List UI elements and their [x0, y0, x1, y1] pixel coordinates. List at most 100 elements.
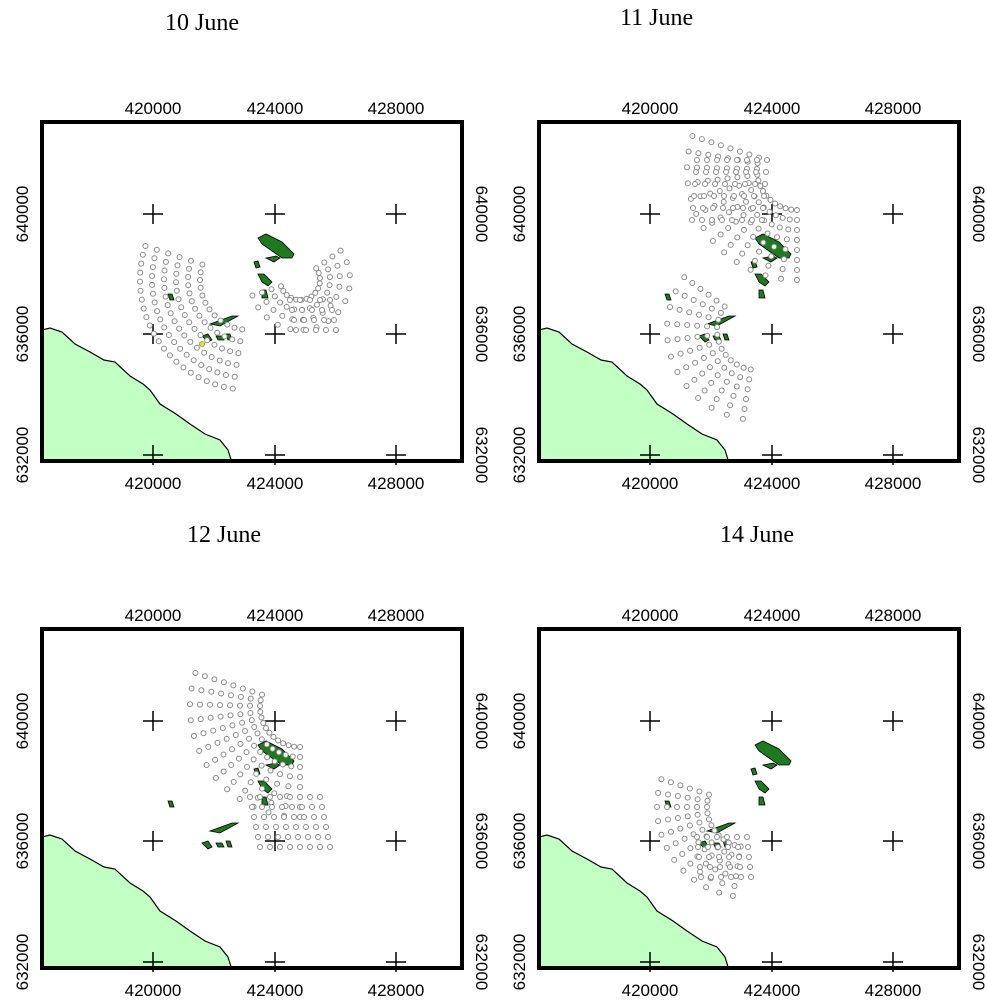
- sample-point: [297, 297, 303, 303]
- sample-point: [228, 692, 234, 699]
- sample-point: [305, 834, 311, 840]
- sample-point: [161, 267, 168, 274]
- sample-point: [741, 406, 748, 412]
- x-tick-label-bottom: 424000: [247, 474, 304, 493]
- sample-point: [724, 834, 730, 840]
- sample-point: [667, 779, 674, 786]
- sample-point: [694, 811, 701, 818]
- sample-point: [266, 729, 273, 736]
- sample-point: [742, 181, 748, 187]
- sample-point: [739, 250, 746, 257]
- sample-point: [329, 253, 336, 260]
- y-tick-label-right: 636000: [969, 306, 987, 363]
- highlighted-point: [199, 341, 205, 347]
- sample-point: [667, 828, 674, 835]
- sample-point: [728, 874, 734, 880]
- sample-point: [727, 241, 734, 248]
- sample-point: [710, 205, 716, 211]
- sample-point: [263, 824, 269, 830]
- sample-point: [714, 331, 721, 338]
- sample-point: [714, 157, 720, 163]
- sample-point: [654, 804, 660, 810]
- sample-point: [265, 809, 272, 816]
- sample-point: [186, 290, 193, 297]
- sample-point: [766, 208, 773, 215]
- sample-point: [794, 227, 800, 233]
- sample-point: [319, 307, 325, 313]
- sample-point: [138, 296, 145, 303]
- sample-point: [151, 299, 158, 306]
- x-tick-label-top: 424000: [744, 99, 801, 118]
- sample-point: [183, 351, 190, 358]
- sample-point: [691, 376, 698, 383]
- sample-point: [687, 845, 694, 852]
- panel-title-11-june: 11 June: [620, 5, 694, 31]
- y-tick-label-right: 632000: [472, 934, 491, 991]
- sample-point: [287, 794, 293, 800]
- sample-point: [721, 364, 728, 371]
- sample-point: [768, 221, 775, 228]
- sample-point: [151, 255, 158, 262]
- sample-point: [693, 169, 699, 175]
- sample-point: [744, 242, 751, 249]
- sample-point: [674, 815, 681, 821]
- sample-point: [260, 720, 267, 726]
- sample-point: [684, 164, 690, 171]
- x-tick-label-bottom: 428000: [368, 981, 425, 1000]
- sample-point: [725, 225, 732, 231]
- sample-point: [176, 254, 183, 261]
- y-tick-label-right: 636000: [969, 813, 987, 870]
- sample-point: [214, 329, 221, 336]
- sample-point: [326, 274, 333, 281]
- sample-point: [692, 359, 699, 366]
- sample-point: [263, 741, 270, 748]
- sample-point: [705, 314, 712, 321]
- sample-point: [251, 742, 258, 749]
- sample-point: [191, 325, 198, 332]
- sample-point: [794, 257, 800, 263]
- x-tick-label-top: 428000: [865, 99, 922, 118]
- x-tick-label-top: 428000: [368, 99, 425, 118]
- sample-point: [749, 217, 755, 223]
- sample-point: [165, 332, 172, 338]
- sample-point: [750, 233, 757, 240]
- sample-point: [257, 844, 263, 850]
- sample-point: [712, 181, 718, 187]
- sample-point: [743, 169, 749, 175]
- sample-point: [197, 701, 203, 708]
- sample-point: [214, 369, 221, 376]
- sample-point: [329, 307, 335, 313]
- sample-point: [677, 782, 684, 789]
- sample-point: [281, 814, 287, 820]
- sample-point: [301, 814, 307, 820]
- sample-point: [200, 730, 207, 737]
- sample-point: [689, 133, 696, 139]
- sample-point: [700, 225, 707, 231]
- sample-point: [716, 889, 723, 896]
- sample-point: [663, 844, 670, 851]
- y-tick-label-left: 636000: [510, 813, 529, 870]
- sample-point: [275, 834, 281, 840]
- sample-point: [664, 804, 670, 810]
- sample-point: [696, 311, 702, 318]
- sample-point: [271, 790, 278, 797]
- sample-point: [331, 317, 337, 323]
- sample-point: [723, 411, 730, 418]
- sample-point: [719, 217, 725, 223]
- sample-point: [259, 785, 266, 792]
- sample-point: [655, 818, 662, 825]
- sample-point: [674, 793, 681, 799]
- sample-point: [679, 851, 686, 857]
- sample-point: [750, 205, 756, 211]
- sample-point: [235, 350, 242, 357]
- sample-point: [713, 169, 719, 175]
- sample-point: [727, 864, 733, 870]
- sample-point: [696, 819, 703, 826]
- sample-point: [173, 279, 179, 286]
- sample-point: [747, 864, 753, 870]
- x-tick-label-bottom: 424000: [247, 981, 304, 1000]
- x-tick-label-top: 420000: [622, 606, 679, 625]
- sample-point: [708, 822, 715, 829]
- panel-title-10-june: 10 June: [165, 10, 239, 36]
- sample-point: [173, 358, 180, 365]
